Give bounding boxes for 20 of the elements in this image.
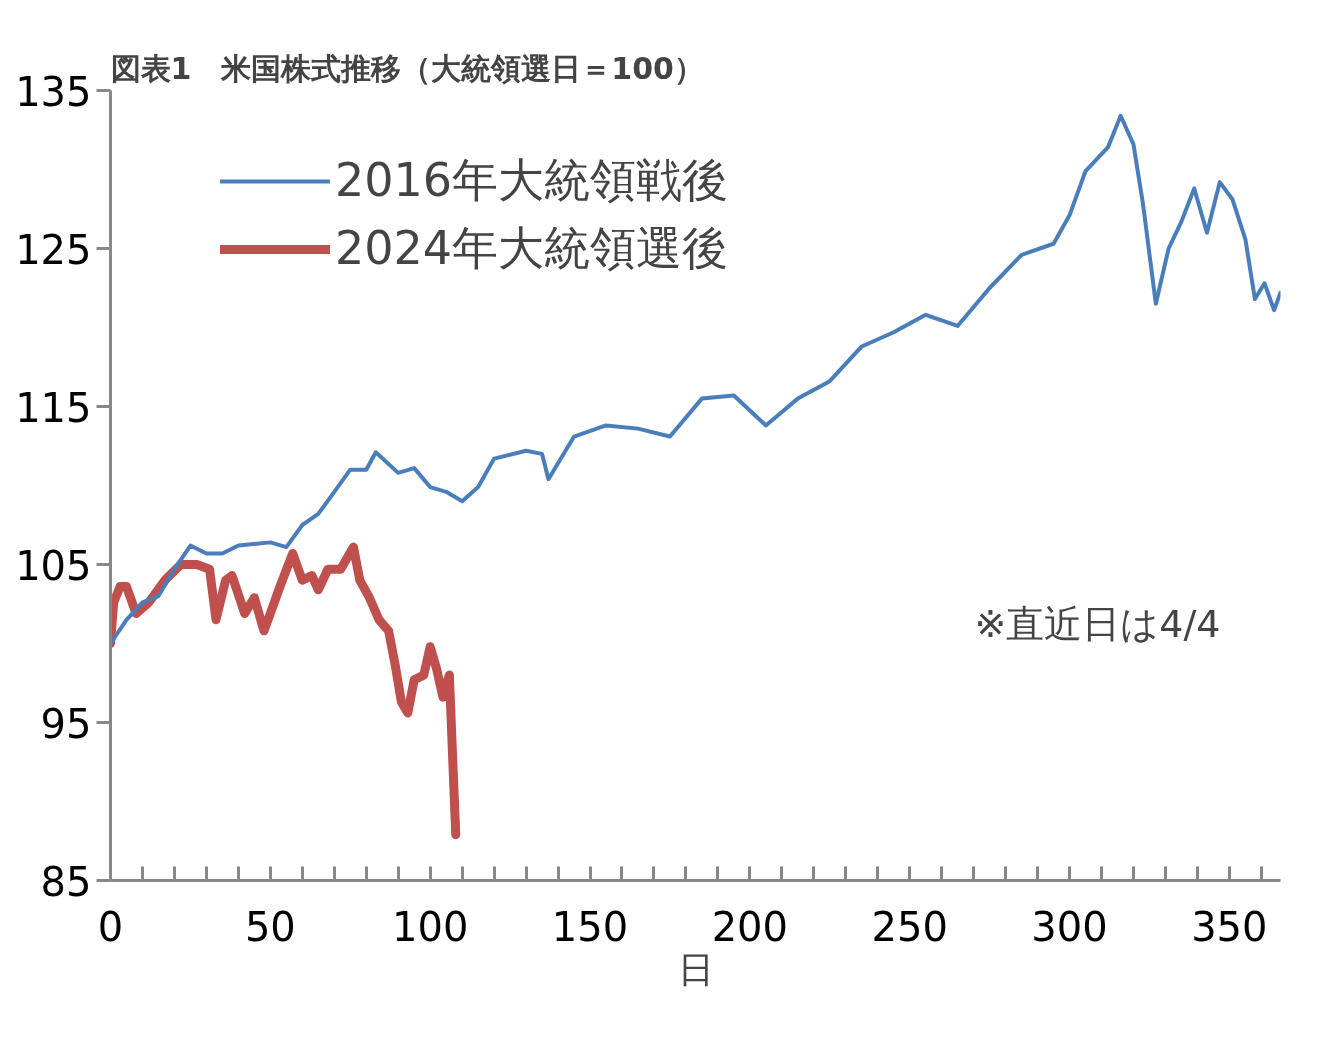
y-tick-label: 105 [15, 542, 92, 589]
y-tick-label: 135 [15, 68, 92, 115]
x-tick-label: 200 [711, 903, 789, 950]
x-tick-label: 50 [244, 903, 296, 950]
x-tick-label: 250 [871, 903, 948, 950]
line-series [110, 113, 1281, 646]
x-axis-title: 日 [677, 948, 714, 990]
y-tick-label: 115 [15, 384, 92, 431]
x-tick-label: 300 [1031, 903, 1108, 950]
legend-label: 2016年大統領戦後 [335, 152, 729, 209]
legend-label: 2024年大統領選後 [335, 220, 729, 277]
x-tick-label: 150 [551, 903, 629, 950]
x-tick-label: 0 [97, 903, 124, 950]
annotation: ※直近日は4/4 [974, 601, 1221, 646]
x-tick-label: 350 [1191, 903, 1268, 950]
y-tick-label: 85 [40, 858, 92, 905]
x-tick-label: 100 [392, 903, 469, 950]
y-tick-label: 95 [40, 700, 92, 747]
chart-title: 図表1 米国株式推移（大統領選日＝100） [110, 50, 704, 86]
y-tick-label: 125 [15, 226, 92, 273]
